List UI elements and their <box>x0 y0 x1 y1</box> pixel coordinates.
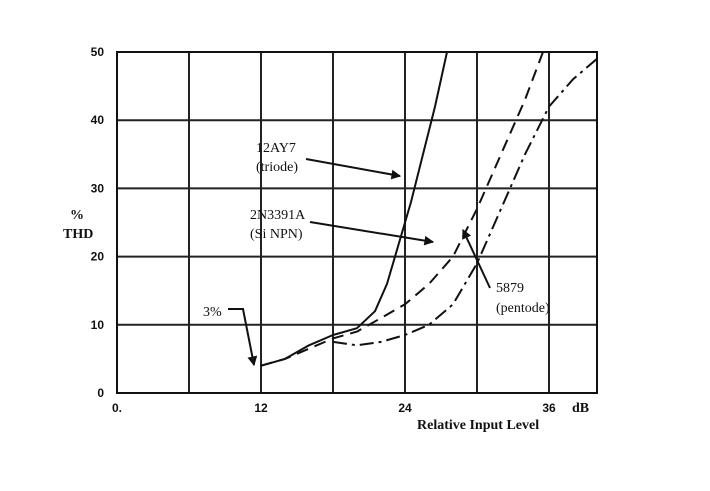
annotation-leader <box>309 221 434 243</box>
y-tick-label: 30 <box>91 181 105 195</box>
x-unit-label: dB <box>572 401 589 416</box>
plot-frame <box>116 51 598 394</box>
y-tick-label: 50 <box>91 45 105 59</box>
x-tick-label: 36 <box>542 401 556 415</box>
series-line-1 <box>260 52 448 367</box>
y-axis-label-line1: % <box>70 208 84 223</box>
y-tick-label: 10 <box>91 318 105 332</box>
x-tick-label: 12 <box>254 401 268 415</box>
annotation-label: 3% <box>203 305 222 320</box>
y-tick-label: 0 <box>97 386 104 400</box>
y-tick-labels: 0 10 20 30 40 50 <box>91 45 105 400</box>
annotations: 12AY7 (triode) 2N3391A (Si NPN) 5879 (pentode… <box>203 141 550 367</box>
annotation-label: 2N3391A <box>250 208 306 223</box>
annotation-label: (triode) <box>256 160 298 175</box>
annotation-leader <box>462 229 491 289</box>
series-layer <box>260 52 599 367</box>
annotation-arrowhead <box>423 235 435 246</box>
annotation-arrowhead <box>462 229 472 240</box>
y-tick-label: 40 <box>91 113 105 127</box>
annotation-label: (pentode) <box>496 301 550 316</box>
annotation-arrowhead <box>390 169 402 180</box>
x-tick-label: 24 <box>398 401 412 415</box>
series-line-3 <box>332 56 599 347</box>
grid <box>116 51 597 394</box>
annotation-leader <box>228 308 255 366</box>
annotation-label: 12AY7 <box>256 141 296 156</box>
annotation-arrowhead <box>247 355 258 367</box>
y-tick-label: 20 <box>91 250 105 264</box>
x-tick-labels: 0. 12 24 36 <box>112 401 556 415</box>
annotation-label: 5879 <box>496 281 524 296</box>
x-tick-label: 0. <box>112 401 122 415</box>
annotation-label: (Si NPN) <box>250 227 303 242</box>
x-axis-label: Relative Input Level <box>417 418 539 433</box>
y-axis-label-line2: THD <box>63 227 93 242</box>
annotation-leader <box>305 158 401 177</box>
series-line-2 <box>260 52 544 367</box>
